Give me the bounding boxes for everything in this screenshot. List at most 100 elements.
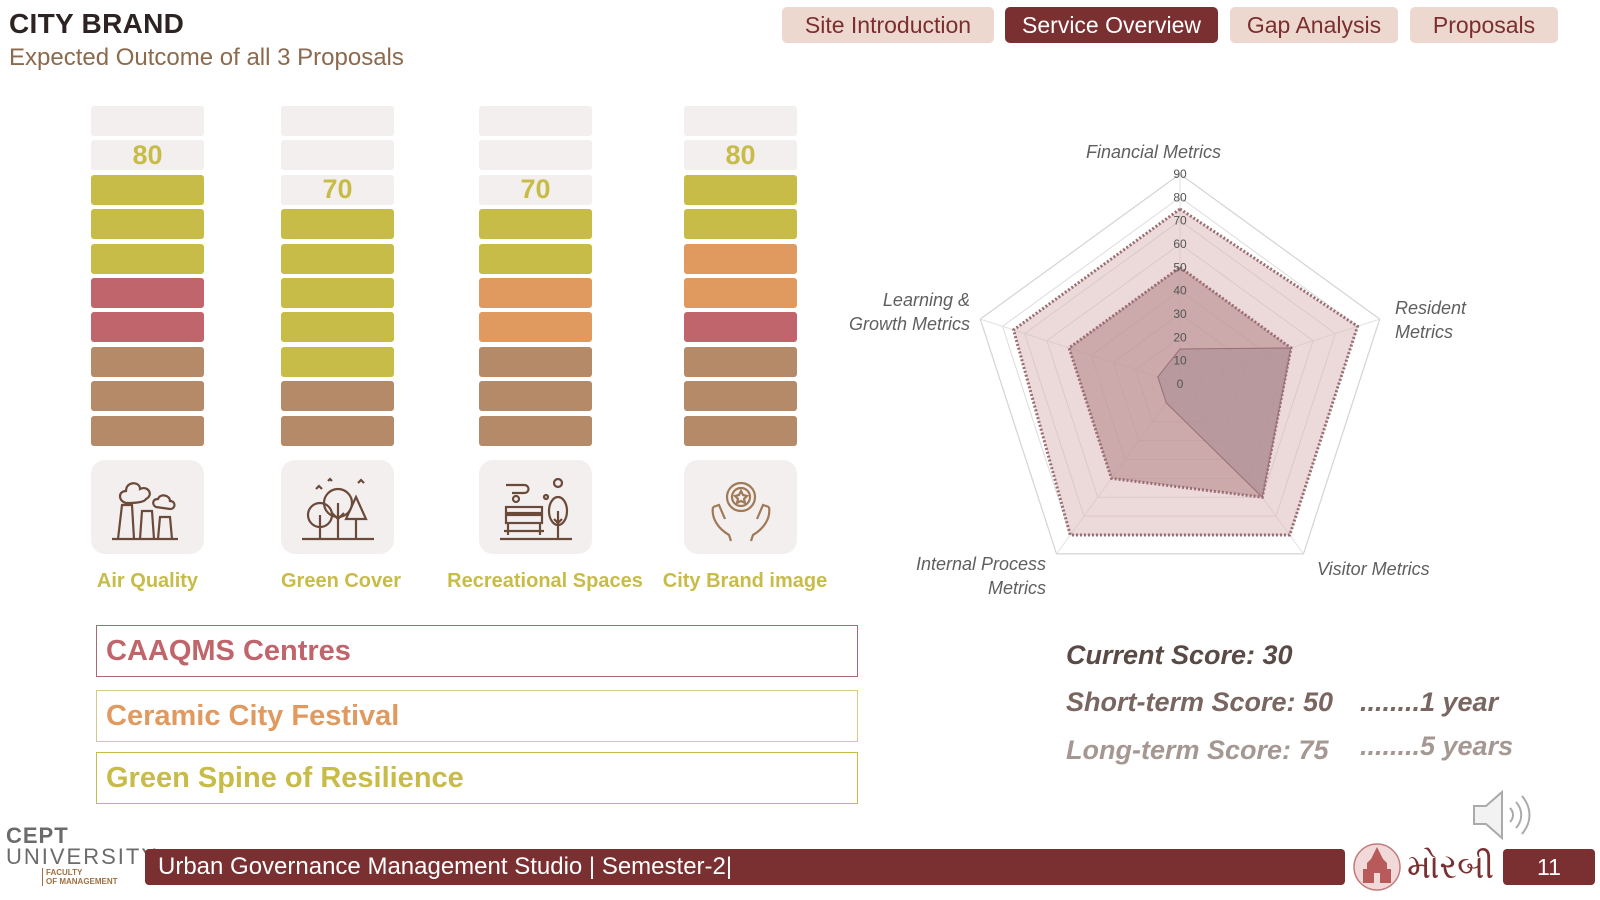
long-term-score: Long-term Score: 75 <box>1066 735 1329 765</box>
radar-chart: 0 10 20 30 40 50 60 70 80 90 <box>979 167 1381 555</box>
radar-tick-label: 10 <box>1173 354 1187 368</box>
logo-line-faculty: FACULTY OF MANAGEMENT <box>42 868 158 886</box>
bar-segment <box>91 174 204 205</box>
bar-segment-empty <box>479 140 592 171</box>
proposal-ceramic-festival-label: Ceramic City Festival <box>106 699 400 732</box>
trees-icon <box>281 460 394 554</box>
bar-segment <box>479 415 592 446</box>
bar-score-value: 70 <box>322 174 353 205</box>
short-term-score: Short-term Score: 50 <box>1066 687 1334 717</box>
radar-tick-label: 40 <box>1173 284 1187 298</box>
bar-segment <box>91 381 204 412</box>
tab-service-overview[interactable]: Service Overview <box>1005 7 1218 43</box>
logo-line-cept: CEPT <box>6 823 69 848</box>
bar-segment <box>684 209 797 240</box>
bar-score-value: 80 <box>725 139 756 170</box>
footer-studio-bar: Urban Governance Management Studio | Sem… <box>145 849 1345 885</box>
bar-segment <box>684 243 797 274</box>
bar-segment <box>281 243 394 274</box>
city-name: મોરબી <box>1407 847 1495 887</box>
proposal-ceramic-festival: Ceramic City Festival <box>96 690 858 742</box>
axis-label-internal-line1: Internal Process <box>915 554 1046 574</box>
proposal-green-spine-label: Green Spine of Resilience <box>106 761 464 794</box>
axis-label-resident-line1: Resident <box>1395 298 1467 318</box>
tab-gap-analysis[interactable]: Gap Analysis <box>1230 7 1398 43</box>
radar-tick-label: 20 <box>1173 330 1187 344</box>
bar-segment <box>479 346 592 377</box>
short-term-duration: ........1 year <box>1360 687 1499 717</box>
page-subtitle: Expected Outcome of all 3 Proposals <box>9 44 404 71</box>
axis-label-learning-line2: Growth Metrics <box>848 314 970 334</box>
radar-tick-label: 60 <box>1173 237 1187 251</box>
bar-segment <box>91 312 204 343</box>
axis-label-resident: Resident Metrics <box>1395 296 1466 344</box>
bar-segment <box>281 381 394 412</box>
page-number: 11 <box>1503 849 1595 885</box>
bar-segment <box>91 243 204 274</box>
bar-segment <box>281 312 394 343</box>
palace-emblem-icon <box>1353 843 1401 891</box>
axis-label-financial: Financial Metrics <box>1086 142 1222 162</box>
park-bench-icon <box>479 460 592 554</box>
bar-score-cell: 70 <box>479 174 592 205</box>
bar-segment-empty <box>91 106 204 136</box>
axis-label-visitor: Visitor Metrics <box>1317 559 1430 579</box>
bar-segment <box>684 174 797 205</box>
green-cover-label: Green Cover <box>281 570 402 592</box>
current-score: Current Score: 30 <box>1066 640 1293 670</box>
morbi-city-logo: મોરબી <box>1353 843 1494 891</box>
bar-segment <box>684 346 797 377</box>
logo-faculty-line2: OF MANAGEMENT <box>46 877 118 886</box>
logo-line-university: UNIVERSITY <box>6 844 159 869</box>
bar-segment <box>91 278 204 308</box>
radar-tick-label: 0 <box>1177 377 1184 391</box>
bar-segment <box>479 381 592 412</box>
radar-tick-label: 30 <box>1173 307 1187 321</box>
bar-segment <box>91 209 204 240</box>
bar-segment-empty <box>479 106 592 136</box>
cept-university-logo: CEPT UNIVERSITY FACULTY OF MANAGEMENT <box>6 823 159 886</box>
award-hands-icon <box>684 460 797 554</box>
bar-segment <box>479 209 592 240</box>
recreational-spaces-label: Recreational Spaces <box>447 570 643 592</box>
radar-series-area <box>1157 347 1292 499</box>
axis-label-internal-line2: Metrics <box>988 578 1046 598</box>
bar-segment <box>91 415 204 446</box>
page-title: CITY BRAND <box>9 8 185 39</box>
air-quality-label: Air Quality <box>96 570 199 592</box>
bar-segment-empty <box>281 140 394 171</box>
axis-label-learning: Learning & Growth Metrics <box>826 288 970 336</box>
radar-tick-label: 50 <box>1173 260 1187 274</box>
bar-score-cell: 80 <box>684 139 797 171</box>
speaker-icon[interactable] <box>1470 780 1540 855</box>
bar-segment <box>479 312 592 343</box>
radar-tick-label: 70 <box>1173 214 1187 228</box>
bar-segment <box>479 278 592 308</box>
bar-score-value: 80 <box>132 139 163 170</box>
bar-segment <box>281 209 394 240</box>
logo-faculty-line1: FACULTY <box>46 868 83 877</box>
axis-label-resident-line2: Metrics <box>1395 322 1453 342</box>
bar-segment <box>281 346 394 377</box>
tab-proposals[interactable]: Proposals <box>1410 7 1558 43</box>
bar-segment <box>684 312 797 343</box>
radar-tick-label: 90 <box>1173 167 1187 181</box>
bar-segment <box>684 381 797 412</box>
proposal-green-spine: Green Spine of Resilience <box>96 752 858 804</box>
tab-site-introduction[interactable]: Site Introduction <box>782 7 994 43</box>
bar-segment <box>684 415 797 446</box>
proposal-caaqms-label: CAAQMS Centres <box>106 634 351 667</box>
bar-segment-empty <box>684 106 797 136</box>
bar-score-cell: 70 <box>281 174 394 205</box>
radar-outer-ring <box>979 173 1381 555</box>
bar-segment <box>281 415 394 446</box>
bar-segment <box>479 243 592 274</box>
city-brand-image-label: City Brand image <box>662 570 828 592</box>
bar-segment-empty <box>281 106 394 136</box>
proposal-caaqms: CAAQMS Centres <box>96 625 858 677</box>
radar-tick-label: 80 <box>1173 190 1187 204</box>
long-term-duration: ........5 years <box>1360 731 1514 761</box>
bar-score-value: 70 <box>520 174 551 205</box>
bar-segment <box>281 278 394 308</box>
bar-segment <box>684 278 797 308</box>
